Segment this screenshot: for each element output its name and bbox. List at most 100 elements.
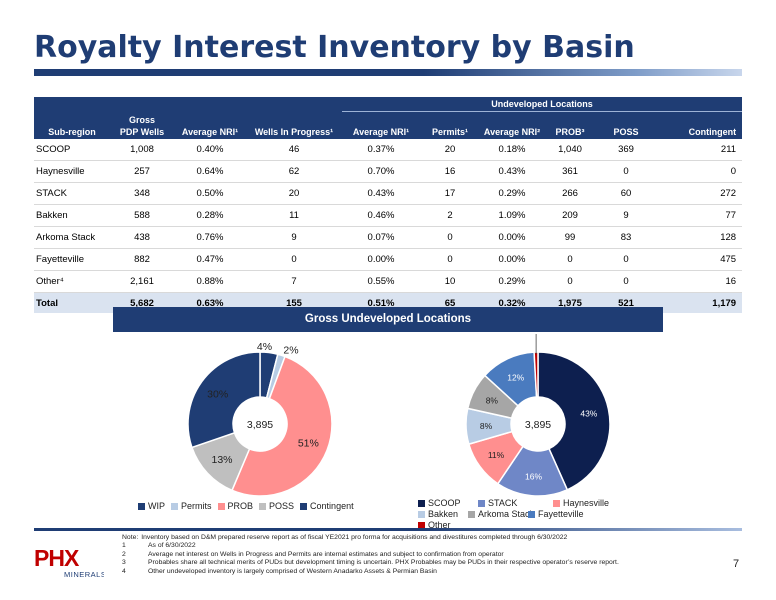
footnote-text: Probables share all technical merits of … — [148, 559, 619, 567]
data-label: 51% — [298, 438, 319, 450]
footnote-line: 2 Average net interest on Wells in Progre… — [122, 551, 619, 559]
table-cell: 46 — [246, 139, 342, 161]
data-label: 30% — [207, 388, 228, 400]
legend-item: POSS — [259, 501, 294, 511]
title-underline — [34, 69, 742, 76]
data-label: 12% — [507, 373, 524, 383]
table-cell: Total — [34, 292, 110, 313]
legend-item: Bakken — [418, 509, 468, 520]
table-cell: 0.28% — [174, 204, 246, 227]
table-cell: SCOOP — [34, 139, 110, 161]
footnote-line: Note: Inventory based on D&M prepared res… — [122, 534, 619, 542]
column-header-top — [656, 111, 743, 125]
table-cell: Fayetteville — [34, 248, 110, 271]
table-cell: 0.00% — [480, 248, 544, 271]
table-cell: 348 — [110, 182, 174, 205]
table-cell: 1,008 — [110, 139, 174, 161]
table-cell: 0.43% — [480, 160, 544, 183]
table-cell: 209 — [544, 204, 596, 227]
table-cell: 11 — [246, 204, 342, 227]
table-cell: 882 — [110, 248, 174, 271]
data-label: 2% — [283, 344, 298, 356]
legend-item: PROB — [217, 501, 253, 511]
column-header-top — [544, 111, 596, 125]
table-cell: 128 — [656, 226, 743, 249]
table-cell: 369 — [596, 139, 656, 161]
column-header-top — [342, 111, 420, 125]
pie-slice-prob — [231, 355, 333, 497]
table-cell: Other⁴ — [34, 270, 110, 293]
table-row: Bakken 588 0.28% 11 0.46% 2 1.09% 209 9 77 — [34, 204, 743, 227]
data-label: 4% — [257, 341, 272, 353]
data-label: 13% — [211, 454, 232, 466]
legend-item: Other — [418, 520, 496, 531]
table-cell: 0.64% — [174, 160, 246, 183]
table-cell: 1,179 — [656, 292, 743, 313]
table-cell: 7 — [246, 270, 342, 293]
table-cell: 0 — [596, 160, 656, 183]
footnote-marker: 4 — [122, 567, 126, 575]
legend-swatch — [138, 503, 145, 511]
table-cell: 211 — [656, 139, 743, 161]
chart-banner: Gross Undeveloped Locations — [113, 307, 663, 332]
legend-item: Permits — [171, 501, 212, 511]
column-header-top — [480, 111, 544, 125]
data-label: 43% — [580, 409, 597, 419]
table-cell: 0.29% — [480, 182, 544, 205]
legend-label: Bakken — [428, 509, 459, 519]
data-label: 8% — [486, 396, 499, 406]
footnote-marker: 2 — [122, 550, 126, 558]
svg-text:MINERALS: MINERALS — [64, 570, 104, 579]
column-header: POSS — [596, 125, 656, 139]
table-cell: 99 — [544, 226, 596, 249]
legend-label: Contingent — [310, 501, 354, 511]
data-label: 1% — [539, 334, 552, 336]
data-label: 11% — [488, 450, 505, 460]
table-row: Haynesville 257 0.64% 62 0.70% 16 0.43% 361 0 0 — [34, 160, 743, 183]
table-cell: 16 — [420, 160, 480, 183]
table-cell: 438 — [110, 226, 174, 249]
table-cell: 2 — [420, 204, 480, 227]
column-header: Contingent — [656, 125, 743, 139]
table-row: Other⁴ 2,161 0.88% 7 0.55% 10 0.29% 0 0 16 — [34, 270, 743, 293]
footnote-marker: 3 — [122, 559, 126, 567]
table-cell: 0.46% — [342, 204, 420, 227]
table-cell: 0.07% — [342, 226, 420, 249]
legend-swatch — [468, 511, 475, 519]
table-cell: 588 — [110, 204, 174, 227]
pie-slice-other — [533, 351, 539, 398]
table-cell: 0.37% — [342, 139, 420, 161]
pie-chart-by-category: 4% 2% 51% 13% 30% 3,895 — [187, 341, 333, 497]
inventory-table-container: Undeveloped Locations Gross Sub-region PD… — [34, 97, 743, 313]
legend-item: SCOOP — [418, 498, 478, 509]
table-cell: 10 — [420, 270, 480, 293]
footnote-text: As of 6/30/2022 — [148, 542, 196, 550]
table-cell: 266 — [544, 182, 596, 205]
table-cell: 20 — [246, 182, 342, 205]
legend-label: STACK — [488, 498, 518, 508]
table-cell: 0.29% — [480, 270, 544, 293]
legend-label: SCOOP — [428, 498, 461, 508]
table-cell: 0 — [656, 160, 743, 183]
footnote-line: 1 As of 6/30/2022 — [122, 542, 619, 550]
table-cell: 0.88% — [174, 270, 246, 293]
table-row: STACK 348 0.50% 20 0.43% 17 0.29% 266 60 272 — [34, 182, 743, 205]
legend-swatch — [528, 511, 535, 519]
column-header: Average NRI¹ — [174, 125, 246, 139]
table-cell: 0.55% — [342, 270, 420, 293]
center-total-label: 3,895 — [525, 419, 551, 431]
legend-swatch — [171, 503, 178, 511]
table-cell: 77 — [656, 204, 743, 227]
table-cell: 17 — [420, 182, 480, 205]
legend-item: Arkoma Stack — [468, 509, 534, 520]
footnote-line: 3 Probables share all technical merits of… — [122, 559, 619, 567]
table-cell: 0.00% — [480, 226, 544, 249]
column-header: PDP Wells — [110, 125, 174, 139]
legend-basin: SCOOP STACK Haynesville Bakken Arkoma Stack F… — [418, 498, 668, 531]
legend-label: Arkoma Stack — [478, 509, 535, 519]
legend-item: Haynesville — [553, 498, 631, 509]
table-cell: 0.47% — [174, 248, 246, 271]
table-row: SCOOP 1,008 0.40% 46 0.37% 20 0.18% 1,040 369 211 — [34, 139, 743, 161]
table-cell: 9 — [596, 204, 656, 227]
legend-swatch — [418, 500, 425, 508]
